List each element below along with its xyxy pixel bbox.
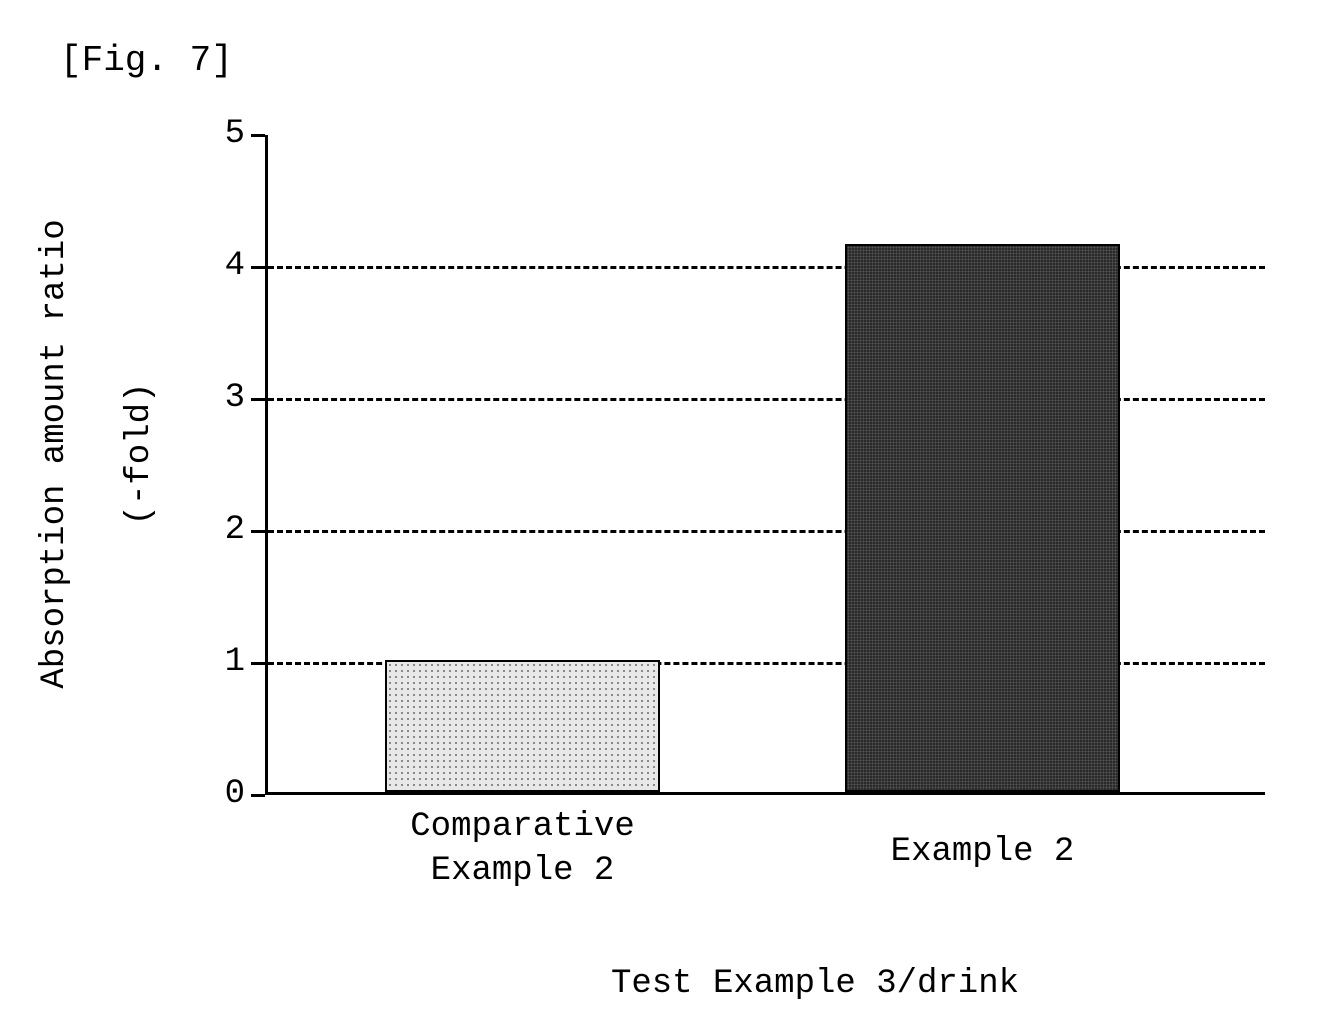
x-category-label: ComparativeExample 2 <box>325 805 720 893</box>
y-axis-line <box>265 135 268 795</box>
x-axis-label: Test Example 3/drink <box>465 965 1165 1003</box>
x-axis-line <box>265 792 1265 795</box>
y-tick-label: 0 <box>210 775 245 813</box>
y-tick <box>251 794 265 797</box>
y-tick-label: 1 <box>210 643 245 681</box>
y-tick-label: 4 <box>210 247 245 285</box>
figure-label: [Fig. 7] <box>60 40 233 81</box>
y-axis-sublabel: (-fold) <box>121 354 159 554</box>
y-tick <box>251 398 265 401</box>
y-tick <box>251 662 265 665</box>
y-tick <box>251 266 265 269</box>
x-category-label: Example 2 <box>785 830 1180 874</box>
y-tick-label: 3 <box>210 379 245 417</box>
chart-container: Absorption amount ratio (-fold) 012345 T… <box>65 95 1295 995</box>
y-axis-label: Absorption amount ratio <box>36 154 74 754</box>
plot-area: 012345 <box>265 135 1265 795</box>
y-tick <box>251 134 265 137</box>
bar <box>845 244 1120 792</box>
y-tick <box>251 530 265 533</box>
y-tick-label: 5 <box>210 115 245 153</box>
bar <box>385 660 660 792</box>
y-tick-label: 2 <box>210 511 245 549</box>
